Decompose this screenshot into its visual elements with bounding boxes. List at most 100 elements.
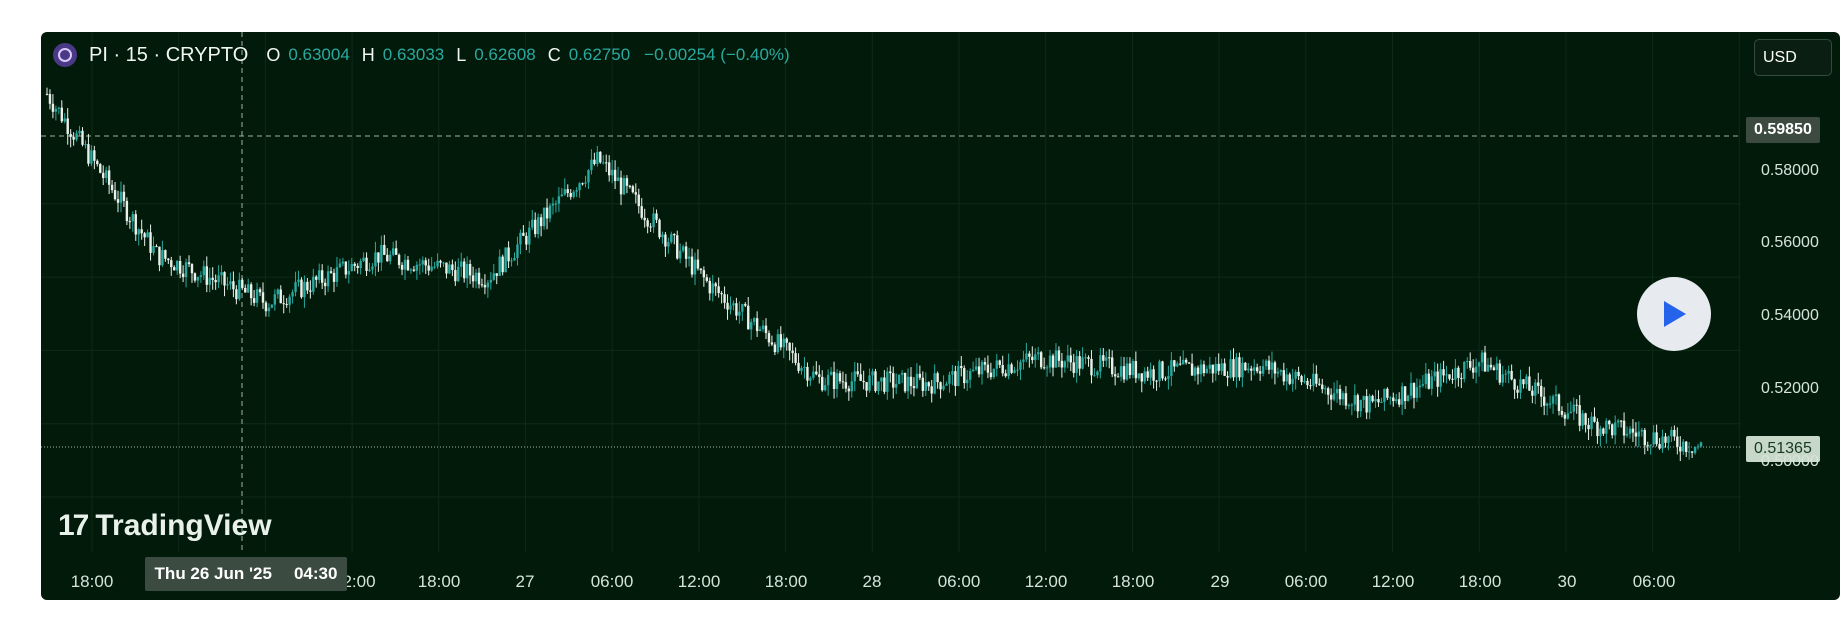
candle-body bbox=[678, 250, 682, 259]
candle-body bbox=[773, 344, 777, 353]
candle-body bbox=[758, 329, 762, 331]
candle-body bbox=[1625, 433, 1629, 436]
candle-body bbox=[146, 232, 149, 238]
candle-body bbox=[1105, 357, 1108, 361]
candle-body bbox=[1545, 403, 1549, 406]
candle-body bbox=[1471, 367, 1475, 373]
candle-body bbox=[1051, 355, 1055, 368]
candle-body bbox=[1649, 444, 1652, 446]
candle-body bbox=[1031, 356, 1034, 361]
candle-body bbox=[107, 170, 111, 185]
candle-body bbox=[1451, 378, 1454, 380]
candle-body bbox=[1258, 371, 1262, 374]
candle-body bbox=[548, 205, 552, 219]
candle-body bbox=[486, 282, 490, 288]
candle-body bbox=[954, 371, 957, 386]
candle-body bbox=[593, 159, 596, 164]
candle-body bbox=[968, 370, 972, 380]
candle-body bbox=[1113, 374, 1117, 377]
candle-body bbox=[1253, 367, 1256, 371]
symbol-title[interactable]: PI · 15 · CRYPTO bbox=[89, 43, 249, 66]
candle-body bbox=[365, 257, 368, 271]
candle-body bbox=[563, 189, 566, 195]
candle-body bbox=[516, 244, 519, 258]
candle-body bbox=[560, 194, 564, 197]
candle-body bbox=[812, 371, 815, 378]
candle-body bbox=[625, 178, 629, 186]
time-axis-label: 27 bbox=[515, 572, 535, 591]
candle-body bbox=[1386, 388, 1389, 398]
tradingview-logo[interactable]: 17 TradingView bbox=[58, 509, 272, 543]
candle-body bbox=[744, 304, 747, 306]
candle-body bbox=[66, 118, 69, 135]
candle-body bbox=[1448, 374, 1451, 379]
candle-body bbox=[1229, 359, 1232, 378]
candle-body bbox=[229, 281, 232, 285]
candle-body bbox=[957, 366, 960, 386]
time-axis-label: 12:00 bbox=[677, 572, 721, 591]
candle-body bbox=[1676, 436, 1679, 447]
candle-body bbox=[1341, 393, 1345, 400]
candle-body bbox=[1403, 386, 1407, 402]
candle-body bbox=[1377, 399, 1380, 403]
candle-body bbox=[1557, 394, 1561, 411]
candle-body bbox=[389, 254, 392, 262]
candle-body bbox=[1279, 370, 1283, 372]
currency-button[interactable]: USD bbox=[1754, 39, 1832, 76]
candle-body bbox=[1025, 353, 1028, 360]
candle-body bbox=[1424, 373, 1428, 385]
candle-body bbox=[140, 229, 143, 234]
candle-body bbox=[717, 286, 720, 294]
candle-body bbox=[664, 234, 667, 247]
candle-body bbox=[1551, 396, 1555, 404]
candle-body bbox=[1102, 355, 1105, 361]
candle-body bbox=[1427, 373, 1430, 389]
candle-body bbox=[800, 368, 803, 371]
candle-body bbox=[1338, 388, 1342, 400]
candle-body bbox=[1125, 363, 1129, 380]
candle-body bbox=[261, 292, 265, 303]
candle-body bbox=[767, 333, 771, 343]
candle-body bbox=[1463, 361, 1466, 379]
candle-body bbox=[1184, 359, 1188, 363]
candle-body bbox=[326, 271, 330, 287]
candle-body bbox=[282, 303, 285, 305]
candle-body bbox=[1519, 379, 1522, 393]
candle-body bbox=[889, 371, 892, 374]
candle-body bbox=[874, 371, 877, 392]
candle-body bbox=[1489, 364, 1493, 368]
candle-body bbox=[1187, 362, 1191, 364]
chart-panel[interactable]: PI · 15 · CRYPTO O 0.63004 H 0.63033 L 0.62… bbox=[41, 32, 1840, 600]
candle-body bbox=[465, 264, 469, 279]
high-value: 0.63033 bbox=[382, 45, 445, 64]
candle-body bbox=[460, 261, 463, 267]
candle-body bbox=[1602, 428, 1605, 434]
candle-body bbox=[572, 191, 575, 197]
time-axis-label: 12:00 bbox=[1024, 572, 1068, 591]
candle-body bbox=[90, 150, 93, 164]
candle-body bbox=[1347, 405, 1351, 407]
candle-body bbox=[1170, 360, 1173, 377]
candle-body bbox=[1528, 376, 1531, 391]
play-button[interactable] bbox=[1637, 277, 1711, 351]
candle-body bbox=[244, 287, 247, 293]
candle-body bbox=[1247, 368, 1250, 371]
candle-body bbox=[391, 248, 395, 255]
open-value: 0.63004 bbox=[288, 45, 350, 64]
candlestick-chart[interactable] bbox=[41, 32, 1840, 600]
candle-body bbox=[1084, 357, 1087, 359]
time-axis-label: 18:00 bbox=[764, 572, 808, 591]
candle-body bbox=[1578, 405, 1581, 426]
candle-body bbox=[894, 383, 898, 388]
candle-body bbox=[63, 118, 66, 122]
candle-body bbox=[575, 190, 578, 192]
candle-body bbox=[338, 263, 342, 268]
candle-body bbox=[1155, 380, 1158, 382]
candle-body bbox=[1664, 436, 1667, 443]
candle-body bbox=[507, 247, 510, 262]
candle-body bbox=[729, 305, 732, 310]
candle-body bbox=[211, 277, 214, 280]
candle-body bbox=[1072, 362, 1075, 373]
candle-body bbox=[676, 235, 679, 259]
time-axis-label: 06:00 bbox=[1284, 572, 1328, 591]
